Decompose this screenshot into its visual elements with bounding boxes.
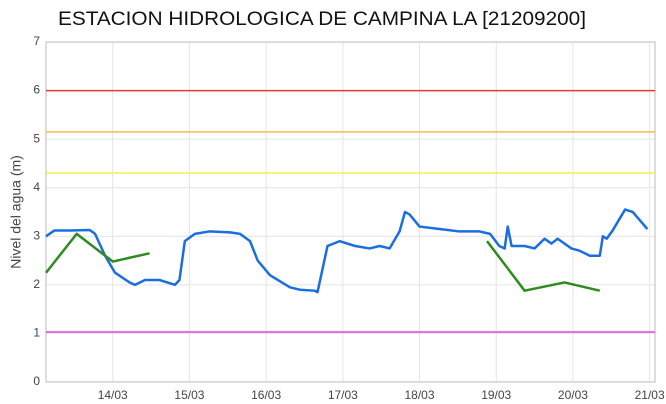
x-tick-label: 21/03 [635, 388, 665, 402]
y-tick-label: 3 [33, 228, 40, 242]
y-tick-label: 0 [33, 374, 40, 388]
y-tick-label: 5 [33, 131, 40, 145]
x-tick-label: 19/03 [481, 388, 511, 402]
series-line [486, 240, 601, 292]
series-line [45, 208, 649, 294]
y-tick-label: 4 [33, 180, 40, 194]
x-tick-label: 14/03 [98, 388, 128, 402]
y-tick-label: 7 [33, 34, 40, 48]
y-tick-label: 2 [33, 277, 40, 291]
y-axis-label: Nivel del agua (m) [8, 155, 24, 269]
x-tick-label: 15/03 [174, 388, 204, 402]
plot-border [45, 41, 656, 383]
series-line [45, 232, 150, 274]
x-tick-label: 20/03 [558, 388, 588, 402]
chart-title: ESTACION HIDROLOGICA DE CAMPINA LA [2120… [58, 9, 586, 30]
y-tick-label: 6 [33, 83, 40, 97]
y-tick-label: 1 [33, 326, 40, 340]
x-tick-label: 16/03 [251, 388, 281, 402]
x-tick-label: 18/03 [405, 388, 435, 402]
x-tick-label: 17/03 [328, 388, 358, 402]
